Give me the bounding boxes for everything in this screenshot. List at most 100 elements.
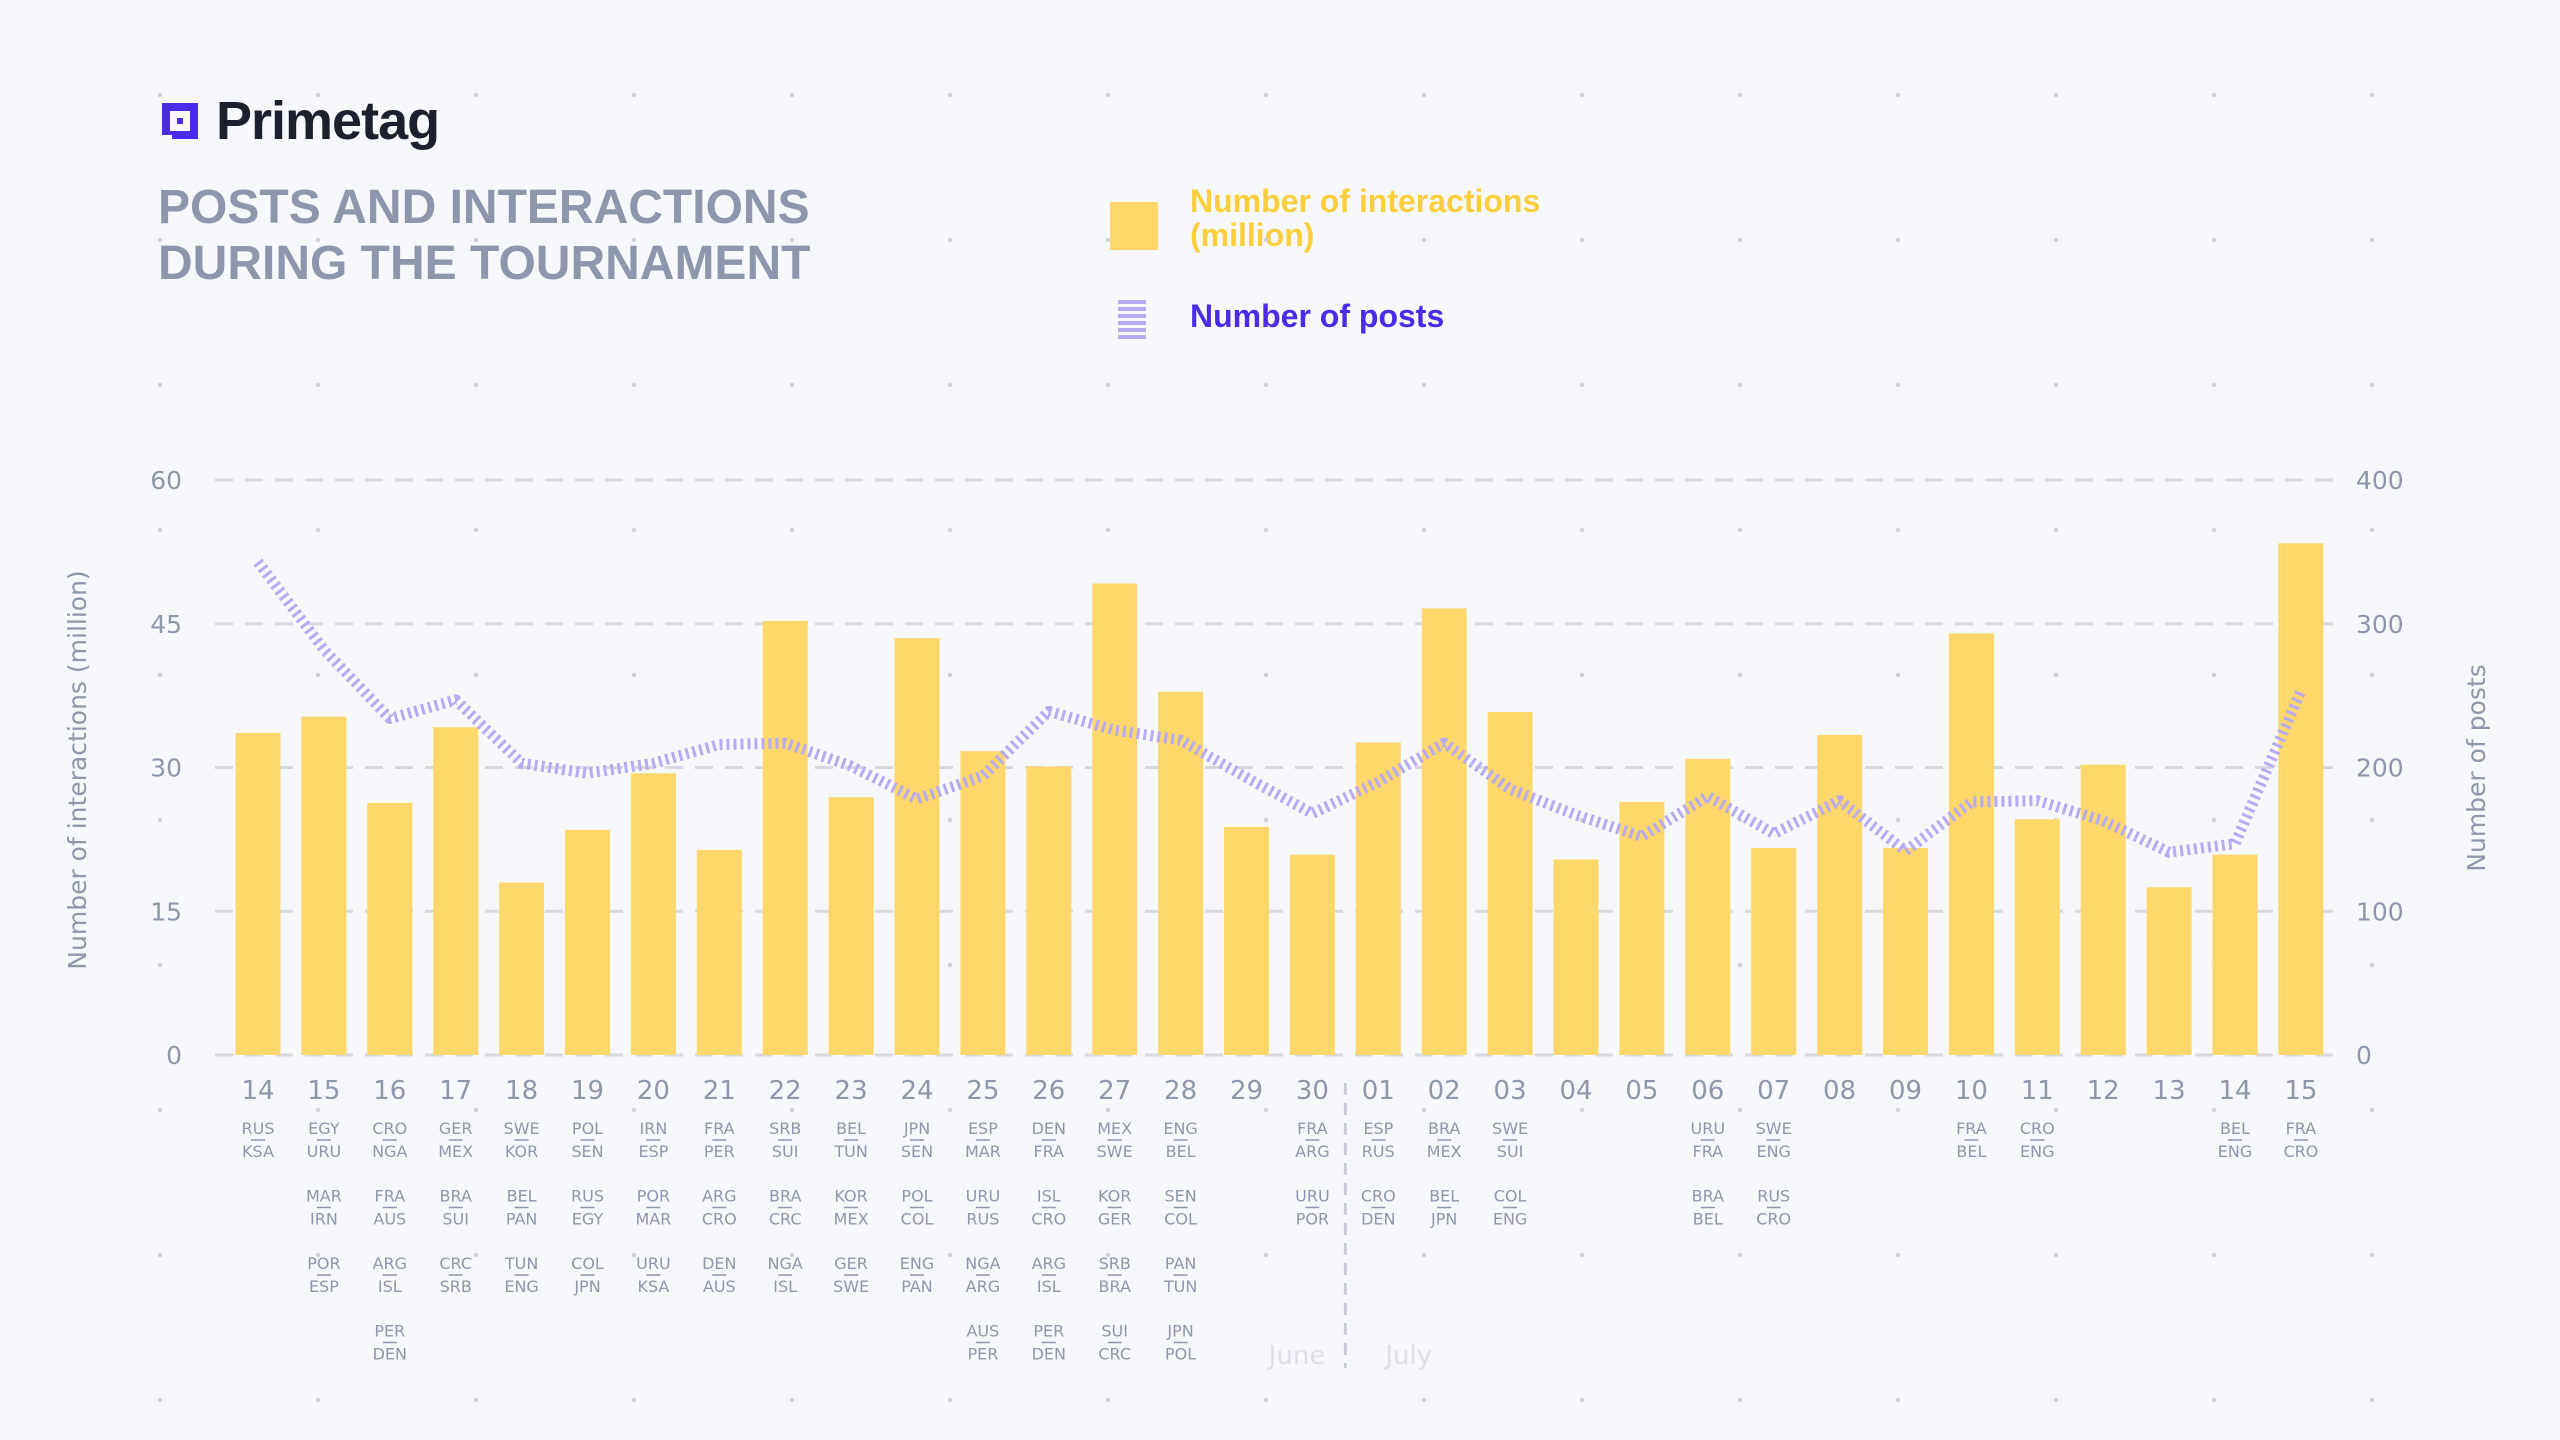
match-team-away: POR [1296,1210,1329,1229]
match-team-away: JPN [1430,1210,1457,1229]
background-dot [2211,817,2217,823]
match-team-home: SRB [769,1119,801,1138]
interactions-bar [1883,848,1928,1055]
match-team-away: AUS [373,1210,406,1229]
background-dot [1263,1107,1269,1113]
x-tick-label: 08 [1823,1076,1856,1106]
match-team-away: DEN [373,1345,407,1364]
posts-point [1641,836,1642,837]
interactions-bar [960,751,1006,1055]
background-dot [1895,237,1901,243]
x-tick-label: 27 [1098,1076,1131,1106]
match-team-away: SWE [1097,1142,1133,1161]
match-team-home: CRO [372,1119,407,1138]
background-dot [1895,92,1901,98]
background-dot [473,672,479,678]
x-tick-label: 21 [703,1076,736,1106]
background-dot [1421,1252,1427,1258]
match-team-away: PER [967,1345,998,1364]
match-team-home: GER [439,1119,473,1138]
match-team-home: URU [966,1187,1001,1206]
x-tick-label: 25 [966,1076,999,1106]
interactions-bar [828,797,874,1055]
background-dot [789,1397,795,1403]
posts-point [1114,730,1115,731]
match-team-home: BEL [2220,1119,2250,1138]
match-team-home: BRA [769,1187,801,1206]
x-tick-label: 14 [2218,1076,2251,1106]
match-team-home: FRA [2286,1119,2317,1138]
background-dot [2369,92,2375,98]
match-team-away: GER [1098,1210,1132,1229]
background-dot [157,1397,163,1403]
match-team-home: KOR [834,1187,867,1206]
background-dot [1263,382,1269,388]
match-team-away: ESP [309,1277,339,1296]
x-tick-label: 06 [1691,1076,1724,1106]
background-dot [947,1107,953,1113]
background-dot [2369,1397,2375,1403]
posts-point [1905,850,1906,851]
match-team-home: BRA [1428,1119,1460,1138]
match-team-home: COL [571,1254,604,1273]
interactions-bar [565,829,610,1055]
y-right-tick-label: 100 [2356,897,2404,926]
match-team-home: BEL [1429,1187,1459,1206]
match-team-away: CRO [2283,1142,2318,1161]
match-team-away: TUN [833,1142,867,1161]
match-team-home: PAN [1165,1254,1197,1273]
x-tick-label: 13 [2153,1076,2186,1106]
background-dot [315,672,321,678]
background-dot [947,382,953,388]
background-dot [1737,237,1743,243]
interactions-bar [367,802,413,1055]
background-dot [1263,672,1269,678]
background-dot [2053,92,2059,98]
posts-point [1246,777,1247,778]
match-team-away: AUS [703,1277,736,1296]
match-team-home: PER [374,1322,405,1341]
y-right-tick-label: 300 [2356,610,2404,639]
x-tick-label: 22 [769,1076,802,1106]
background-dot [473,1107,479,1113]
match-team-home: ESP [1363,1119,1393,1138]
match-team-home: ARG [702,1187,736,1206]
background-dot [315,92,321,98]
background-dot [2369,237,2375,243]
interactions-bar [2212,854,2258,1055]
background-dot [1895,1397,1901,1403]
background-dot [789,1107,795,1113]
match-team-away: FRA [1033,1142,1064,1161]
x-tick-label: 19 [571,1076,604,1106]
match-team-away: ENG [504,1277,538,1296]
interactions-bar [696,849,742,1055]
chart-title-line-2: DURING THE TOURNAMENT [158,237,811,290]
x-tick-label: 23 [835,1076,868,1106]
interactions-bar [1224,826,1269,1055]
posts-point [2169,852,2170,853]
background-dot [2211,1397,2217,1403]
background-dot [1579,382,1585,388]
y-left-tick-label: 15 [150,897,182,926]
background-dot [1421,237,1427,243]
match-team-away: ENG [1493,1210,1527,1229]
match-team-away: ISL [378,1277,402,1296]
background-dot [2369,817,2375,823]
x-axis-labels: 14 RUS KSA 15 EGY URU MAR IRN POR ESP 16 CRO NGA FRA A… [241,1076,2318,1371]
y-right-tick-label: 400 [2356,466,2404,495]
month-label-july: July [1383,1341,1432,1371]
match-team-away: RUS [966,1210,999,1229]
background-dot [1895,1252,1901,1258]
background-dot [2211,92,2217,98]
background-dot [315,237,321,243]
interactions-bar [2080,764,2126,1055]
match-team-away: MEX [1427,1142,1462,1161]
background-dot [2369,1107,2375,1113]
interactions-bar [1421,608,1467,1055]
background-dot [1895,527,1901,533]
match-team-home: CRO [2020,1119,2055,1138]
background-dots [157,92,2375,1403]
match-team-away: BRA [1099,1277,1131,1296]
match-team-home: JPN [903,1119,930,1138]
axes: 60 45 30 15 0 400 300 200 100 0 Number of interact… [63,466,2491,1070]
